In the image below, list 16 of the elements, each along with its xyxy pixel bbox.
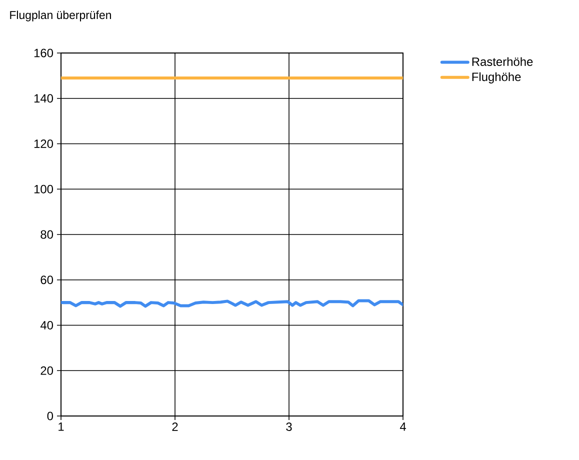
- legend-label: Rasterhöhe: [472, 57, 533, 66]
- y-tick-label: 120: [34, 140, 54, 148]
- y-tick-label: 40: [40, 321, 54, 330]
- y-tick-label: 140: [34, 94, 54, 103]
- y-tick-label: 0: [47, 412, 54, 420]
- y-tick-label: 60: [40, 276, 54, 284]
- y-tick-label: 80: [40, 230, 54, 239]
- x-tick-label: 4: [400, 422, 406, 431]
- chart-title: Flugplan überprüfen: [10, 10, 111, 22]
- y-tick-label: 160: [34, 48, 54, 58]
- x-tick-label: 3: [286, 422, 292, 431]
- x-tick-label: 2: [172, 422, 178, 431]
- legend-label: Flughöhe: [472, 72, 521, 84]
- y-tick-label: 20: [40, 366, 54, 375]
- x-tick-label: 1: [58, 422, 64, 431]
- y-tick-label: 100: [34, 184, 54, 194]
